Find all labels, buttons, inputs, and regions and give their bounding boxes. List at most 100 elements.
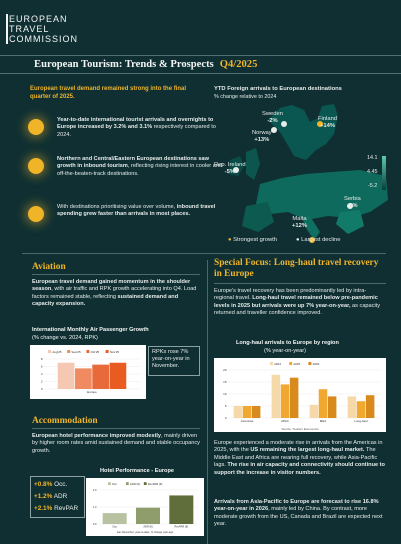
kpi-box (30, 476, 85, 518)
pin-serbia (347, 203, 353, 209)
section-divider (22, 253, 386, 254)
y-tick-label: 6 (41, 365, 43, 369)
bar (251, 406, 261, 418)
bar (57, 362, 75, 389)
bullet-1-bold: Year-to-date international tourist arriv… (57, 117, 214, 131)
lead-text: European travel demand remained strong i… (30, 86, 187, 100)
hotel-chart-title: Hotel Performance - Europe (100, 468, 174, 474)
longhaul-chart-subtitle: (% year-on-year) (264, 348, 306, 354)
bullet-2-text: , reflecting rising interest in cooler a… (57, 163, 223, 177)
legend-swatch (108, 482, 111, 485)
y-tick-label: 1.0 (93, 505, 97, 509)
wallet-icon (28, 206, 44, 222)
special-heading: Special Focus: Long-haul travel recovery… (214, 258, 379, 279)
legend-label: Oct'25 (91, 350, 100, 354)
legend-decline: ● Largest decline (296, 237, 341, 243)
aviation-heading: Aviation (32, 262, 66, 272)
y-tick-label: 10 (223, 392, 227, 396)
aviation-chart: Aug'25 Sep'25 Oct'25 Nov'25 8 6 4 2 0 Europe (30, 345, 146, 399)
legend-swatch (289, 362, 293, 365)
marker-sweden: Sweden -2% (262, 111, 283, 124)
hotel-chart: Occ ADR (€) RevPAR (€) 2.0 1.0 0.0 Occ ADR (€) R… (86, 478, 204, 536)
y-tick-label: 8 (41, 357, 43, 361)
hotel-chart-note: Jan-November; year-to-date, % change yea… (117, 530, 174, 534)
bar (75, 368, 92, 389)
pin-finland (317, 121, 323, 127)
legend-swatch (143, 482, 147, 485)
legend-label: ADR (€) (130, 482, 140, 486)
x-tick-label: Long-haul (354, 419, 368, 423)
y-tick-label: 0 (41, 387, 43, 391)
x-tick-label: Europe (87, 390, 97, 394)
logo: EUROPEAN TRAVEL COMMISSION (6, 14, 79, 44)
legend-label: Nov'25 (110, 350, 120, 354)
bullet-2-bold: Northern and Central/Eastern European de… (57, 156, 209, 170)
aviation-rule (32, 274, 200, 275)
aviation-chart-title: International Monthly Air Passenger Grow… (32, 327, 149, 333)
accommodation-heading: Accommodation (32, 416, 98, 426)
bar (271, 374, 281, 418)
logo-line-1: EUROPEAN (6, 14, 68, 24)
scale-mid: 4.45 (367, 169, 378, 175)
special-p3: Arrivals from Asia-Pacific to Europe are… (214, 499, 383, 528)
map-iberia (242, 202, 274, 232)
y-tick-label: 5 (225, 404, 227, 408)
bar (109, 362, 127, 389)
pin-sweden (281, 121, 287, 127)
map-uk (246, 148, 260, 180)
kpi-revpar: +2.1% RevPAR (34, 504, 79, 512)
pin-norway (271, 127, 277, 133)
map-scale-bar (382, 156, 386, 190)
legend-swatch (308, 362, 312, 365)
longhaul-chart: 2024 2025 2026 20 15 10 5 0 Americas APAC MEA Long-… (214, 358, 386, 432)
legend-swatch (125, 482, 129, 485)
marker-finland: Finland +14% (318, 116, 338, 129)
bullet-3-text: With destinations prioritising value ove… (57, 204, 177, 210)
marker-norway: Norway +13% (252, 130, 272, 143)
longhaul-chart-title: Long-haul arrivals to Europe by region (236, 340, 339, 346)
bullet-3-bold: inbound travel spending grew faster than… (57, 204, 216, 218)
bar (318, 389, 328, 418)
legend-label: Occ (112, 482, 118, 486)
legend-label: RevPAR (€) (148, 482, 163, 486)
aviation-plot: Aug'25 Sep'25 Oct'25 Nov'25 8 6 4 2 0 Europe (41, 350, 140, 394)
map-ireland (228, 156, 244, 176)
accommodation-rule (32, 428, 200, 429)
hotel-plot: Occ ADR (€) RevPAR (€) 2.0 1.0 0.0 Occ ADR (€) R… (93, 482, 198, 529)
x-tick-label: Americas (241, 419, 254, 423)
bar (102, 513, 127, 524)
bar (347, 396, 357, 418)
legend-label: 2025 (293, 362, 300, 366)
bar (280, 384, 290, 418)
x-tick-label: APAC (281, 419, 290, 423)
aviation-text: European travel demand gained momentum i… (32, 279, 197, 308)
kpi-list: +0.8% Occ. +1.2% ADR +2.1% RevPAR (34, 479, 78, 514)
bar (92, 364, 109, 389)
europe-map (228, 104, 388, 243)
legend-label: 2024 (274, 362, 281, 366)
legend-label: 2026 (313, 362, 320, 366)
logo-line-2: TRAVEL (6, 24, 50, 34)
legend-growth: ● Strongest growth (228, 237, 277, 243)
bar (327, 396, 337, 418)
y-tick-label: 0.0 (93, 522, 97, 526)
trend-icon (28, 119, 44, 135)
accommodation-text: European hotel performance improved mode… (32, 433, 200, 454)
column-divider (207, 260, 208, 544)
title-main: European Tourism: Trends & Prospects (34, 59, 214, 70)
aviation-chart-subtitle: (% change vs. 2024, RPK) (32, 335, 98, 341)
longhaul-source: Source: Tourism Economics (281, 427, 319, 431)
special-rule (214, 283, 386, 284)
legend-swatch (48, 350, 51, 353)
y-tick-label: 0 (225, 416, 227, 420)
x-tick-label: RevPAR (€) (175, 525, 189, 529)
scale-min: -5.2 (368, 183, 378, 189)
logo-line-3: COMMISSION (6, 34, 79, 44)
x-tick-label: ADR (€) (143, 525, 153, 529)
special-p2: Europe experienced a moderate rise in ar… (214, 440, 385, 476)
x-tick-label: Occ (112, 525, 117, 529)
marker-malta: Malta +12% (292, 216, 307, 229)
compass-icon (28, 158, 44, 174)
bar (169, 495, 194, 524)
marker-serbia: Serbia -2% (344, 196, 361, 209)
